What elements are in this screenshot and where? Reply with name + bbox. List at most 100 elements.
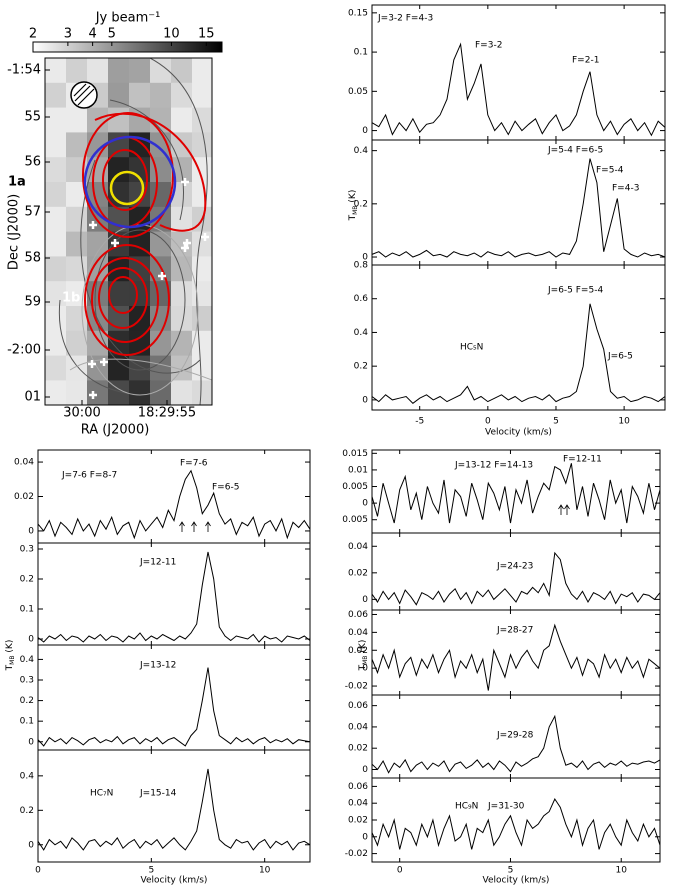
pixel (150, 306, 172, 332)
y-tick-label: 0.6 (354, 294, 369, 304)
y-tick-label: -0.02 (345, 682, 368, 692)
y-axis-label-main: T (5, 664, 15, 671)
y-tick-label: 0.4 (20, 771, 35, 781)
panel-frame (37, 749, 311, 863)
spectrum (371, 303, 666, 404)
pixel (45, 256, 67, 282)
colorbar-tick-label: 5 (108, 27, 116, 42)
contour (84, 244, 170, 356)
y-axis-label: Dec (J2000) (7, 194, 22, 270)
y-axis-label-unit: (K) (358, 640, 368, 653)
y-tick-label: 0 (362, 499, 368, 509)
beam-hatch (73, 83, 95, 106)
y-tick-label: 0.05 (348, 87, 368, 97)
y-axis-label-unit: (K) (348, 190, 358, 203)
pixel (45, 182, 67, 208)
pixel (45, 330, 67, 356)
pixel (45, 306, 67, 332)
source-marker (183, 239, 191, 247)
pixel (87, 107, 109, 133)
y-tick-label: 0.04 (348, 628, 368, 638)
pixel (192, 256, 212, 282)
pixel (45, 107, 67, 133)
annotation: J=15-14 (139, 789, 177, 799)
x-tick-label: -5 (415, 417, 424, 427)
y-tick-label: 0.01 (348, 465, 368, 475)
pixel (129, 256, 151, 282)
contour (109, 99, 184, 221)
annotation: J=5-4 F=6-5 (547, 146, 603, 156)
annotation: F=7-6 (180, 459, 208, 469)
pixel (45, 380, 67, 405)
pixel (171, 306, 193, 332)
contour (58, 299, 141, 396)
annotation: J=13-12 (139, 661, 176, 671)
beam-circle (83, 135, 177, 229)
spectrum (371, 714, 661, 774)
pixel (45, 157, 67, 183)
pixel (171, 256, 193, 282)
pixel (150, 281, 172, 307)
y-tick-label: 0.1 (20, 717, 34, 727)
y-axis-label-sub: MB (352, 206, 359, 215)
spectrum (37, 551, 311, 643)
panel-frame (371, 264, 666, 411)
y-tick-label: 0 (28, 737, 34, 747)
y-tick-label: 0.1 (354, 48, 368, 58)
y-tick-label: 0.2 (20, 806, 34, 816)
y-tick-label: -2:00 (7, 343, 41, 358)
y-axis-label-sub: MB (9, 656, 16, 665)
pixel (108, 58, 130, 84)
annotation: F=2-1 (572, 56, 599, 66)
y-tick-label: 01 (24, 390, 41, 405)
pixel (66, 206, 88, 232)
x-tick-label: 5 (148, 866, 154, 876)
y-tick-label: 55 (24, 110, 41, 125)
pixel (171, 231, 193, 257)
pixel (192, 58, 212, 84)
pixel (150, 380, 172, 405)
source-marker (181, 244, 189, 252)
y-tick-label: 0.04 (348, 722, 368, 732)
x-tick-label: 30:00 (63, 406, 100, 421)
pixel (171, 58, 193, 84)
y-axis-label: TMB (K) (348, 190, 359, 222)
y-axis-label: TMB (K) (5, 640, 16, 672)
pixel (150, 355, 172, 381)
pixel (108, 182, 130, 208)
contour (91, 257, 159, 343)
y-axis-label-main: T (348, 214, 358, 221)
pixel (171, 206, 193, 232)
annotation: HC₅N (460, 343, 483, 353)
pixel (45, 206, 67, 232)
annotation: 1a (8, 175, 26, 190)
spectrum (371, 551, 661, 606)
pixel (108, 132, 130, 158)
x-tick-label: 0 (485, 417, 491, 427)
pixel (108, 107, 130, 133)
contour (102, 149, 148, 211)
pixel (171, 132, 193, 158)
pixel (150, 330, 172, 356)
pixel (66, 58, 88, 84)
y-tick-label: 0.02 (348, 568, 368, 578)
pixel (150, 231, 172, 257)
y-tick-label: 56 (24, 155, 41, 170)
contour (98, 267, 148, 329)
pixel (66, 355, 88, 381)
source-marker (158, 272, 166, 280)
colorbar-label: Jy beam⁻¹ (95, 11, 161, 26)
pixel (66, 231, 88, 257)
pixel (45, 82, 67, 108)
y-tick-label: 0.1 (20, 605, 34, 615)
pixel (171, 281, 193, 307)
annotation: J=24-23 (496, 562, 533, 572)
annotation: J=13-12 F=14-13 (454, 461, 533, 471)
annotation: J=28-27 (496, 626, 533, 636)
pixel (129, 157, 151, 183)
pixel (129, 58, 151, 84)
arrow (179, 521, 185, 532)
y-tick-label: 0.02 (14, 492, 34, 502)
arrow (564, 504, 570, 515)
pixel (192, 380, 212, 405)
